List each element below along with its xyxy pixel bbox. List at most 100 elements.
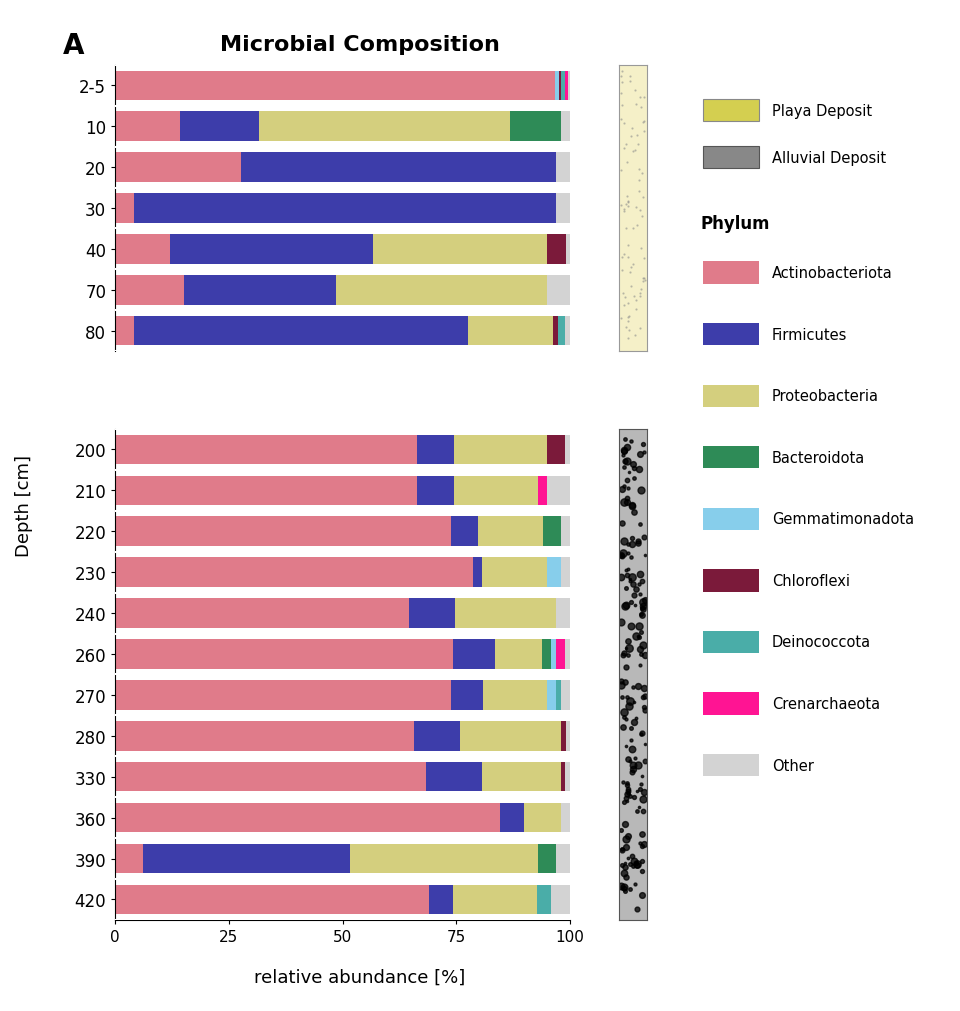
Bar	[414, 722, 460, 751]
Bar	[429, 885, 453, 914]
Text: relative abundance [%]: relative abundance [%]	[254, 968, 466, 986]
FancyBboxPatch shape	[704, 447, 759, 469]
Text: Other: Other	[772, 758, 814, 772]
Bar	[483, 680, 547, 710]
Bar	[426, 762, 482, 792]
Bar	[556, 844, 570, 874]
Bar	[115, 276, 184, 305]
Bar	[478, 517, 542, 546]
Bar	[567, 72, 570, 101]
Bar	[547, 680, 556, 710]
Bar	[454, 476, 538, 506]
Text: Playa Deposit: Playa Deposit	[772, 103, 873, 118]
Bar	[482, 762, 561, 792]
Bar	[417, 476, 454, 506]
Text: Crenarchaeota: Crenarchaeota	[772, 697, 880, 712]
FancyBboxPatch shape	[704, 100, 759, 122]
Text: Proteobacteria: Proteobacteria	[772, 389, 879, 403]
Bar	[482, 558, 547, 587]
Bar	[561, 722, 565, 751]
Bar	[455, 599, 556, 628]
Bar	[450, 680, 483, 710]
Text: Deinococcota: Deinococcota	[772, 635, 872, 650]
Bar	[561, 803, 570, 832]
Text: Alluvial Deposit: Alluvial Deposit	[772, 151, 886, 166]
Bar	[472, 558, 482, 587]
Bar	[556, 194, 570, 223]
Text: Actinobacteriota: Actinobacteriota	[772, 266, 893, 281]
Bar	[538, 476, 547, 506]
Text: Microbial Composition: Microbial Composition	[220, 35, 500, 56]
Bar	[551, 640, 556, 669]
Text: A: A	[62, 32, 84, 61]
Bar	[542, 640, 551, 669]
Bar	[115, 885, 429, 914]
Bar	[561, 112, 570, 142]
Bar	[561, 762, 565, 792]
Text: Firmicutes: Firmicutes	[772, 328, 848, 343]
Text: Chloroflexi: Chloroflexi	[772, 573, 850, 588]
Bar	[538, 844, 556, 874]
Bar	[417, 435, 454, 465]
Bar	[565, 316, 570, 346]
FancyBboxPatch shape	[704, 262, 759, 284]
Bar	[115, 435, 417, 465]
Bar	[561, 680, 570, 710]
Bar	[115, 680, 450, 710]
Bar	[556, 599, 570, 628]
Bar	[559, 72, 562, 101]
Bar	[558, 316, 565, 346]
Bar	[453, 640, 495, 669]
Bar	[542, 517, 561, 546]
Bar	[565, 762, 570, 792]
Bar	[115, 722, 414, 751]
Bar	[115, 154, 241, 183]
Text: Depth [cm]: Depth [cm]	[15, 455, 33, 556]
Bar	[547, 235, 565, 264]
Bar	[134, 194, 556, 223]
Bar	[372, 235, 547, 264]
Bar	[547, 476, 570, 506]
FancyBboxPatch shape	[704, 631, 759, 653]
Bar	[450, 517, 478, 546]
Bar	[524, 803, 561, 832]
Bar	[565, 722, 570, 751]
Bar	[143, 844, 349, 874]
Bar	[115, 844, 143, 874]
Bar	[555, 72, 559, 101]
Bar	[409, 599, 455, 628]
Bar	[547, 435, 565, 465]
Bar	[336, 276, 547, 305]
Bar	[556, 640, 565, 669]
Bar	[556, 154, 570, 183]
Bar	[562, 72, 565, 101]
Text: Gemmatimonadota: Gemmatimonadota	[772, 512, 914, 527]
Text: Phylum: Phylum	[701, 215, 770, 234]
FancyBboxPatch shape	[704, 509, 759, 531]
Bar	[561, 558, 570, 587]
Bar	[115, 112, 180, 142]
Bar	[184, 276, 336, 305]
Bar	[565, 72, 567, 101]
Bar	[551, 885, 570, 914]
Bar	[468, 316, 553, 346]
Bar	[115, 72, 555, 101]
Bar	[259, 112, 510, 142]
FancyBboxPatch shape	[704, 754, 759, 776]
Bar	[115, 316, 134, 346]
Bar	[547, 558, 561, 587]
Bar	[538, 885, 551, 914]
FancyBboxPatch shape	[704, 570, 759, 592]
FancyBboxPatch shape	[704, 324, 759, 346]
Bar	[565, 435, 570, 465]
Bar	[180, 112, 259, 142]
Bar	[453, 885, 538, 914]
Bar	[115, 235, 170, 264]
Bar	[115, 558, 472, 587]
Bar	[553, 316, 558, 346]
Bar	[454, 435, 547, 465]
Bar	[565, 640, 570, 669]
Bar	[500, 803, 524, 832]
Bar	[556, 680, 561, 710]
Bar	[495, 640, 542, 669]
